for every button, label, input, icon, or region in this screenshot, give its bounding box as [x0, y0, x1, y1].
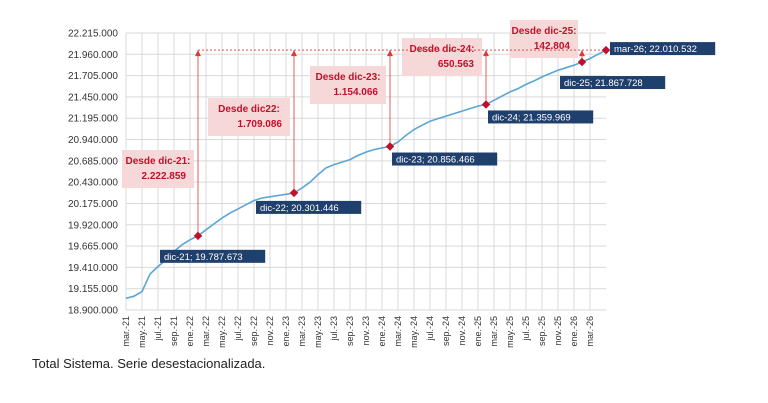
callout-arrow-up — [579, 50, 585, 57]
point-label: dic-23; 20.856.466 — [396, 155, 475, 166]
callout-title: Desde dic-25: — [511, 26, 576, 37]
point-label-box — [560, 76, 666, 90]
x-tick-label: sep.-21 — [169, 316, 179, 346]
x-tick-label: nov.-22 — [265, 316, 275, 345]
callout-arrow-up — [387, 50, 393, 57]
y-tick-label: 21.195.000 — [68, 114, 118, 125]
chart-caption: Total Sistema. Serie desestacionalizada. — [32, 356, 266, 371]
point-label: dic-24; 21.359.969 — [492, 112, 571, 123]
x-tick-label: nov.-24 — [457, 316, 467, 345]
x-tick-label: may.-23 — [313, 316, 323, 348]
x-tick-label: may.-22 — [217, 316, 227, 348]
y-tick-label: 19.155.000 — [68, 284, 118, 295]
x-tick-label: jul.-25 — [521, 316, 531, 342]
data-marker — [481, 100, 491, 109]
callout-title: Desde dic-24: — [409, 44, 474, 55]
x-tick-label: jul.-21 — [153, 316, 163, 342]
callout-arrow-up — [483, 50, 489, 57]
point-label: dic-21; 19.787.673 — [164, 252, 243, 263]
x-tick-label: ene.-24 — [377, 316, 387, 347]
data-marker — [601, 45, 611, 55]
y-tick-label: 20.685.000 — [68, 156, 118, 167]
x-tick-label: ene.-25 — [473, 316, 483, 347]
x-tick-label: mar.-26 — [585, 316, 595, 347]
callout-value: 1.154.066 — [334, 87, 379, 98]
x-tick-label: mar.-25 — [489, 316, 499, 347]
y-tick-label: 18.900.000 — [68, 306, 118, 317]
x-tick-label: nov.-23 — [361, 316, 371, 345]
x-tick-label: may.-24 — [409, 316, 419, 348]
point-label: mar-26; 22.010.532 — [614, 44, 697, 55]
point-label-box — [488, 110, 594, 124]
callout-box — [310, 66, 386, 104]
point-label: dic-22; 20.301.446 — [260, 203, 339, 214]
callout-box — [402, 38, 482, 76]
y-tick-label: 20.430.000 — [68, 178, 118, 189]
y-tick-label: 21.450.000 — [68, 92, 118, 103]
y-tick-label: 20.175.000 — [68, 199, 118, 210]
x-tick-label: jul.-24 — [425, 316, 435, 342]
callout-box — [510, 20, 578, 58]
employment-line-chart: 18.900.000 19.155.000 19.410.000 19.665.000… — [68, 20, 716, 348]
x-tick-label: sep.-22 — [249, 316, 259, 346]
callout-title: Desde dic-21: — [125, 156, 190, 167]
y-tick-label: 19.665.000 — [68, 242, 118, 253]
y-tick-label: 19.920.000 — [68, 220, 118, 231]
x-tick-label: ene.-23 — [281, 316, 291, 347]
x-tick-label: mar.-21 — [121, 316, 131, 347]
x-tick-label: mar.-24 — [393, 316, 403, 347]
y-tick-label: 21.960.000 — [68, 50, 118, 61]
callout-box — [122, 150, 194, 188]
callout-title: Desde dic22: — [218, 104, 280, 115]
x-tick-label: nov.-25 — [553, 316, 563, 345]
point-label-box — [610, 42, 716, 56]
callout-arrow-up — [291, 50, 297, 57]
y-tick-label: 21.705.000 — [68, 71, 118, 82]
x-tick-label: ene.-22 — [185, 316, 195, 347]
y-tick-label: 22.215.000 — [68, 29, 118, 40]
series-line — [125, 49, 607, 300]
point-label: dic-25; 21.867.728 — [564, 78, 643, 89]
point-label-box — [392, 152, 498, 166]
x-tick-label: sep.-24 — [441, 316, 451, 346]
y-tick-label: 19.410.000 — [68, 263, 118, 274]
data-marker — [385, 142, 395, 151]
x-tick-label: ene.-26 — [569, 316, 579, 347]
data-marker — [577, 57, 587, 67]
callout-value: 1.709.086 — [238, 119, 283, 130]
x-tick-label: jul.-23 — [329, 316, 339, 342]
point-label-box — [160, 249, 266, 263]
callout-value: 2.222.859 — [142, 171, 187, 182]
y-tick-label: 20.940.000 — [68, 135, 118, 146]
x-tick-label: mar.-23 — [297, 316, 307, 347]
x-tick-label: sep.-25 — [537, 316, 547, 346]
data-marker — [193, 231, 203, 241]
callout-arrow-up — [195, 50, 201, 57]
x-tick-label: may.-21 — [137, 316, 147, 348]
x-tick-label: sep.-23 — [345, 316, 355, 346]
callout-value: 142.804 — [534, 41, 571, 52]
x-tick-label: mar.-22 — [201, 316, 211, 347]
x-tick-label: jul.-22 — [233, 316, 243, 342]
callout-title: Desde dic-23: — [315, 72, 380, 83]
x-tick-label: may.-25 — [505, 316, 515, 348]
callout-box — [208, 98, 290, 136]
data-marker — [289, 188, 299, 198]
callout-value: 650.563 — [438, 59, 475, 70]
point-label-box — [256, 200, 362, 214]
